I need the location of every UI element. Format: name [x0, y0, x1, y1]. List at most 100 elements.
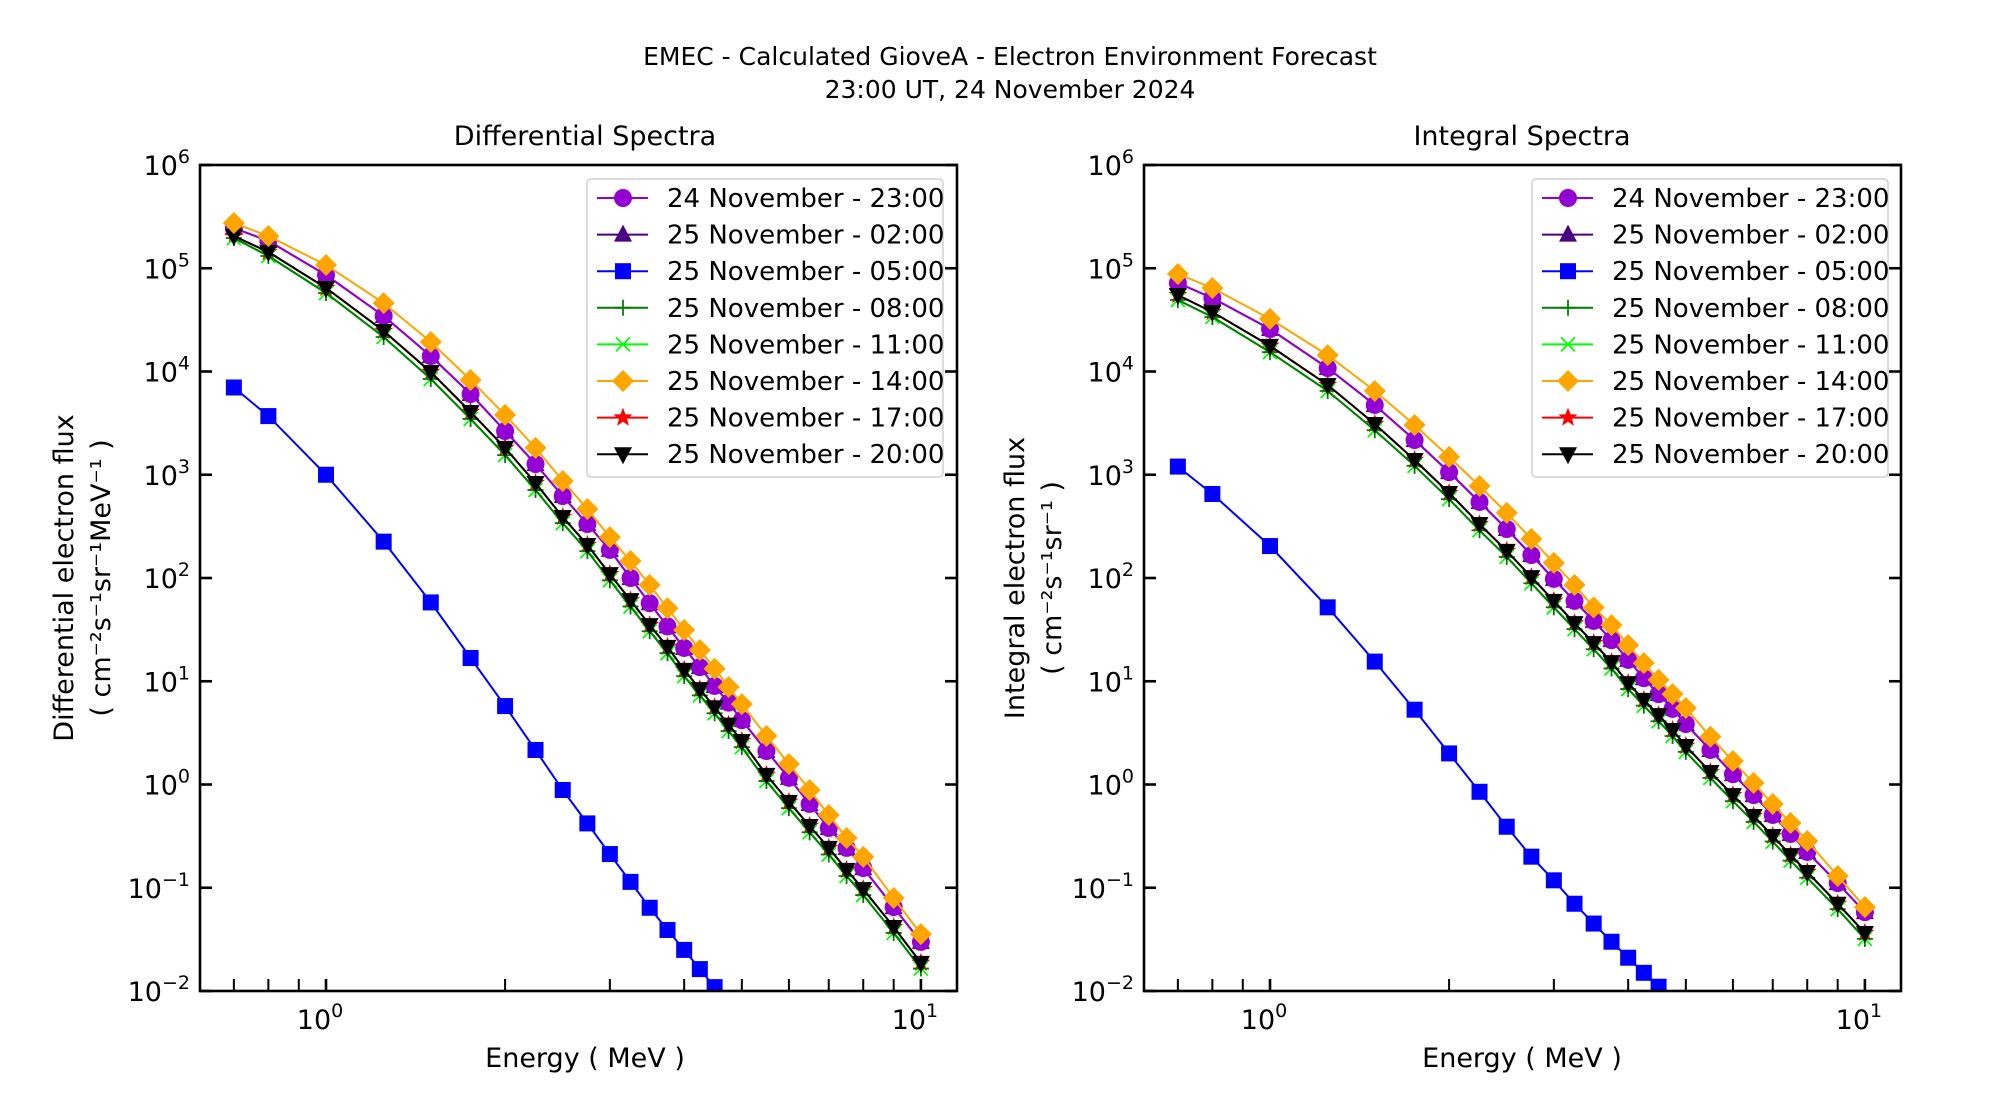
marker-circle	[1522, 546, 1541, 565]
y-tick-label: 10−2	[1072, 972, 1134, 1008]
marker-circle	[1565, 591, 1584, 610]
marker-triangle-down	[1168, 288, 1187, 306]
marker-diamond	[494, 403, 517, 426]
marker-diamond	[730, 693, 753, 716]
marker-circle	[578, 515, 597, 534]
y-tick-label: 104	[1088, 353, 1134, 389]
marker-circle	[819, 819, 838, 838]
marker-triangle-down	[1619, 676, 1638, 694]
legend-box	[586, 178, 944, 478]
series-square	[225, 379, 723, 991]
marker-diamond	[459, 368, 482, 391]
marker-triangle-down	[461, 405, 480, 423]
marker-square	[1545, 872, 1562, 889]
marker-diamond	[656, 597, 679, 620]
marker-triangle-down	[1855, 925, 1874, 943]
y-tick-label: 10−1	[1072, 869, 1134, 905]
legend-item: 25 November - 14:00	[597, 367, 944, 397]
marker-square	[375, 533, 392, 550]
marker-diamond	[1853, 896, 1876, 919]
marker-circle	[779, 768, 798, 787]
marker-diamond	[1438, 445, 1461, 468]
marker-triangle-down	[1497, 543, 1516, 561]
y-tick-label: 103	[1088, 456, 1134, 492]
y-tick-label: 100	[1088, 766, 1134, 802]
marker-circle	[1405, 431, 1424, 450]
marker-circle	[675, 638, 694, 657]
marker-diamond	[1259, 307, 1282, 330]
y-tick-label: 105	[1088, 249, 1134, 285]
series-layer	[1166, 262, 1876, 991]
y-tick-label: 10−2	[128, 972, 190, 1008]
legend: 24 November - 23:00 25 November - 02:00 25…	[586, 178, 944, 478]
y-tick-label: 102	[1088, 559, 1134, 595]
legend-label: 25 November - 11:00	[667, 330, 944, 360]
legend-item: 25 November - 17:00	[1542, 404, 1889, 434]
marker-triangle-down	[800, 819, 819, 837]
marker-diamond	[1674, 697, 1697, 720]
marker-square	[318, 466, 335, 483]
figure-title: EMEC - Calculated GioveA - Electron Envi…	[643, 42, 1377, 71]
y-axis-units: ( cm⁻²s⁻¹sr⁻¹ )	[1037, 481, 1068, 675]
marker-diamond	[777, 752, 800, 775]
marker-circle	[800, 794, 819, 813]
marker-square	[676, 941, 693, 958]
chart-title: Differential Spectra	[454, 121, 716, 152]
marker-triangle-down	[224, 229, 243, 247]
marker-square	[1650, 978, 1667, 991]
marker-triangle-down	[911, 955, 930, 973]
marker-diamond	[1647, 668, 1670, 691]
marker-circle	[1440, 463, 1459, 482]
marker-diamond	[798, 778, 821, 801]
marker-triangle-down	[374, 323, 393, 341]
marker-triangle-down	[837, 862, 856, 880]
marker-diamond	[619, 550, 642, 573]
marker-square	[601, 846, 618, 863]
marker-diamond	[817, 803, 840, 826]
legend-label: 25 November - 08:00	[1612, 294, 1889, 324]
marker-triangle-down	[1798, 865, 1817, 883]
legend-label: 25 November - 20:00	[667, 440, 944, 470]
marker-diamond	[835, 827, 858, 850]
marker-diamond	[1617, 634, 1640, 657]
marker-triangle-down	[421, 364, 440, 382]
marker-circle	[1676, 715, 1695, 734]
marker-diamond	[1761, 792, 1784, 815]
marker-triangle-down	[1676, 738, 1695, 756]
marker-circle	[1365, 395, 1384, 414]
legend-label: 24 November - 23:00	[1612, 184, 1889, 214]
marker-triangle-down	[757, 767, 776, 785]
marker-triangle-down	[705, 700, 724, 718]
marker-triangle-down	[658, 639, 677, 657]
series-triangle-down	[224, 229, 930, 973]
marker-x	[1560, 336, 1576, 353]
marker-diamond	[315, 254, 338, 277]
marker-diamond	[1582, 596, 1605, 619]
marker-triangle-down	[317, 280, 336, 298]
marker-triangle-down	[1559, 447, 1577, 465]
marker-star	[613, 407, 633, 426]
legend-label: 24 November - 23:00	[667, 184, 944, 214]
marker-star	[1558, 407, 1578, 426]
marker-triangle-down	[819, 840, 838, 858]
y-tick-label: 100	[144, 766, 190, 802]
series-diamond	[1166, 262, 1876, 919]
series-square	[1169, 458, 1667, 991]
marker-diamond	[1721, 749, 1744, 772]
marker-diamond	[372, 292, 395, 315]
marker-square	[554, 781, 571, 798]
marker-circle	[705, 676, 724, 695]
marker-diamond	[1542, 551, 1565, 574]
marker-diamond	[852, 845, 875, 868]
marker-circle	[1723, 765, 1742, 784]
marker-triangle-down	[553, 509, 572, 527]
y-tick-label: 101	[1088, 662, 1134, 698]
marker-circle	[1318, 359, 1337, 378]
legend-item: 25 November - 02:00	[1542, 221, 1889, 251]
marker-circle	[600, 540, 619, 559]
marker-x	[615, 336, 631, 353]
legend-item: 25 November - 05:00	[597, 257, 944, 287]
marker-square	[1204, 485, 1221, 502]
marker-circle	[1584, 611, 1603, 630]
figure-subtitle: 23:00 UT, 24 November 2024	[825, 75, 1196, 104]
